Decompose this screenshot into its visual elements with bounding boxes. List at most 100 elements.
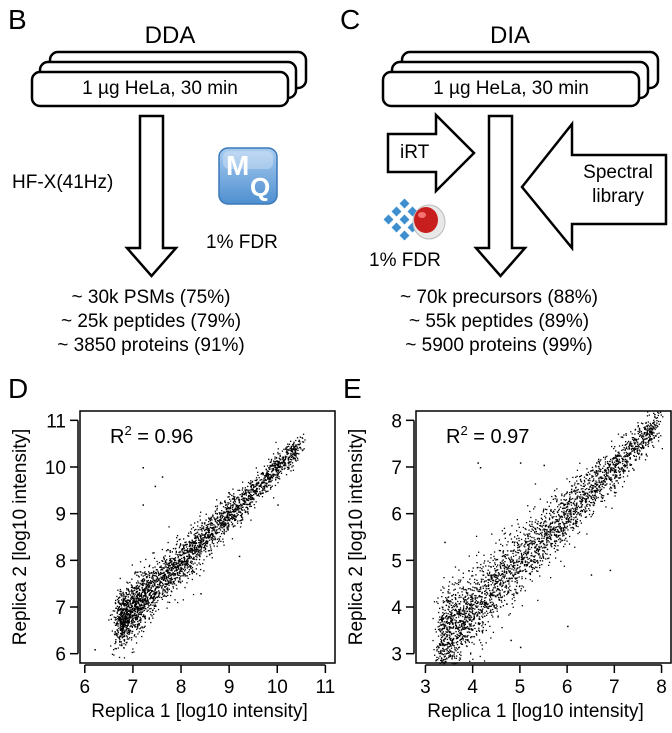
data-point xyxy=(206,545,208,547)
data-point xyxy=(272,473,274,475)
data-point xyxy=(583,476,586,478)
data-point xyxy=(288,456,290,459)
data-point xyxy=(487,584,490,586)
data-point xyxy=(154,597,157,600)
data-point xyxy=(603,500,606,502)
data-point xyxy=(152,584,154,586)
data-point xyxy=(233,510,235,512)
data-point xyxy=(190,560,192,562)
data-point xyxy=(228,492,230,494)
data-point xyxy=(594,498,596,501)
data-point xyxy=(255,492,257,494)
data-point xyxy=(534,506,536,508)
data-point xyxy=(126,638,128,640)
data-point xyxy=(156,586,158,588)
data-point xyxy=(161,577,163,579)
data-point xyxy=(502,580,504,582)
data-point xyxy=(437,635,440,637)
data-point xyxy=(147,574,149,576)
data-point xyxy=(141,626,143,628)
data-point xyxy=(448,617,450,619)
data-point xyxy=(459,632,462,634)
data-point xyxy=(242,519,244,521)
data-point xyxy=(183,575,185,577)
data-point xyxy=(473,636,476,638)
data-point xyxy=(443,626,446,629)
data-point xyxy=(293,448,295,450)
data-point xyxy=(475,600,477,602)
data-point xyxy=(537,599,539,602)
data-point xyxy=(455,602,457,604)
data-point xyxy=(192,569,194,571)
data-point xyxy=(451,595,453,597)
data-point xyxy=(117,618,119,620)
data-point xyxy=(244,501,246,503)
data-point xyxy=(168,580,170,582)
data-point xyxy=(142,608,144,610)
data-point xyxy=(641,436,643,438)
data-point xyxy=(266,465,269,467)
data-point xyxy=(247,496,250,498)
data-point xyxy=(179,554,181,557)
data-point xyxy=(227,502,229,504)
data-point xyxy=(194,547,196,549)
data-point xyxy=(440,649,442,652)
data-point xyxy=(497,616,499,618)
data-point xyxy=(565,506,568,508)
data-point xyxy=(549,531,551,533)
data-point xyxy=(445,597,447,599)
data-point xyxy=(133,617,135,619)
data-point xyxy=(120,617,122,619)
data-point xyxy=(191,567,194,569)
data-point xyxy=(143,607,145,609)
data-point xyxy=(290,450,293,452)
data-point xyxy=(187,535,189,537)
data-point xyxy=(442,661,444,663)
library-label-line1: Spectral xyxy=(583,162,653,183)
data-point xyxy=(525,570,527,573)
data-point xyxy=(220,512,222,514)
data-point xyxy=(193,549,195,551)
data-point xyxy=(443,601,446,603)
data-point xyxy=(449,649,451,651)
data-point xyxy=(226,510,228,512)
data-point xyxy=(129,625,131,628)
data-point xyxy=(113,616,115,618)
data-point xyxy=(255,501,257,503)
data-point xyxy=(458,647,460,649)
data-point xyxy=(134,595,136,597)
data-point xyxy=(593,502,595,504)
data-point xyxy=(633,441,635,443)
data-point xyxy=(651,428,653,430)
data-point xyxy=(200,536,202,539)
data-point xyxy=(240,522,242,524)
data-point xyxy=(459,658,462,660)
data-point xyxy=(204,529,207,531)
data-point xyxy=(119,635,121,637)
data-point xyxy=(509,561,512,563)
data-point xyxy=(538,540,540,542)
data-point xyxy=(469,608,472,610)
data-point xyxy=(603,465,605,467)
data-point xyxy=(169,574,171,577)
data-point xyxy=(612,474,614,476)
data-point xyxy=(537,552,539,555)
data-point xyxy=(438,647,440,649)
data-point xyxy=(576,483,579,485)
data-point xyxy=(455,624,457,627)
data-point xyxy=(611,445,613,448)
data-point xyxy=(448,616,450,618)
data-point xyxy=(277,473,279,475)
data-point xyxy=(615,450,617,452)
data-point xyxy=(287,462,289,464)
data-point xyxy=(463,621,465,623)
data-point xyxy=(287,443,289,445)
data-point xyxy=(188,540,191,543)
data-point xyxy=(204,547,206,549)
data-point xyxy=(241,509,244,511)
data-point xyxy=(119,590,121,593)
data-point xyxy=(562,529,565,531)
data-point xyxy=(127,629,129,632)
data-point xyxy=(169,573,171,575)
data-point xyxy=(477,622,480,624)
